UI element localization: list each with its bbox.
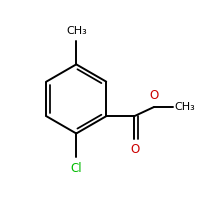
Text: O: O [130,143,139,156]
Text: Cl: Cl [70,162,82,175]
Text: CH₃: CH₃ [66,26,87,36]
Text: CH₃: CH₃ [174,102,195,112]
Text: O: O [150,89,159,102]
